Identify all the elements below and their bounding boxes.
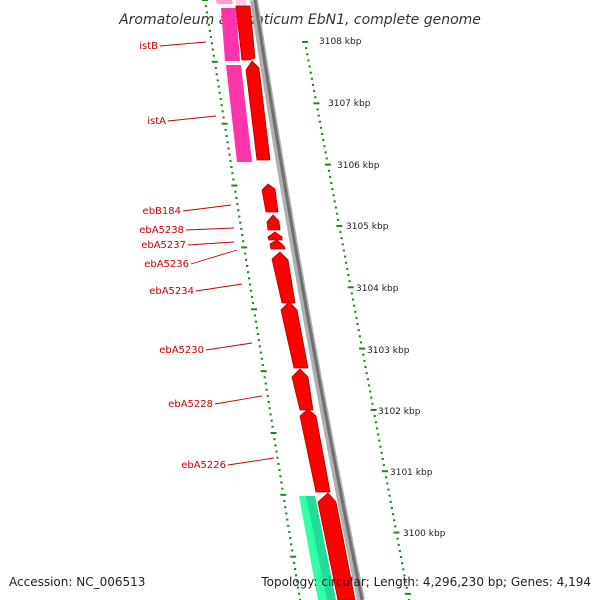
scale-label-3101: 3101 kbp bbox=[390, 468, 433, 478]
inner-scale-ticks bbox=[202, 0, 302, 600]
cds-ebA5226[interactable] bbox=[299, 408, 331, 493]
cds-ebA5234[interactable] bbox=[271, 251, 296, 304]
scale-label-3105: 3105 kbp bbox=[346, 222, 389, 232]
cds-ebA5238[interactable] bbox=[266, 214, 281, 231]
gene-label-ebA5226[interactable]: ebA5226 bbox=[181, 460, 226, 471]
cds-ebA5230[interactable] bbox=[280, 301, 309, 369]
scale-label-3102: 3102 kbp bbox=[378, 407, 421, 417]
accession-text: Accession: NC_006513 bbox=[9, 575, 145, 589]
scale-label-3106: 3106 kbp bbox=[337, 161, 380, 171]
scale-label-3107: 3107 kbp bbox=[328, 99, 371, 109]
leader-ebA5230 bbox=[205, 342, 253, 351]
genome-summary-text: Topology: circular; Length: 4,296,230 bp… bbox=[260, 575, 591, 589]
cds-ebA5237[interactable] bbox=[267, 231, 283, 241]
gene-label-ebA5228[interactable]: ebA5228 bbox=[168, 399, 213, 410]
backbone-line bbox=[253, 0, 364, 600]
gene-label-ebB184[interactable]: ebB184 bbox=[143, 206, 181, 217]
mobile-element-cap bbox=[236, 0, 246, 8]
leader-ebA5237 bbox=[187, 241, 235, 246]
gene-label-ebA5238[interactable]: ebA5238 bbox=[139, 225, 184, 236]
map-title: Aromatoleum aromaticum EbN1, complete ge… bbox=[118, 12, 481, 28]
leader-ebA5238 bbox=[185, 227, 235, 231]
leader-ebA5236 bbox=[190, 249, 238, 265]
cds-ebA5236[interactable] bbox=[269, 239, 286, 250]
rna-feature-shade bbox=[306, 496, 336, 600]
cds-ebB184[interactable] bbox=[261, 183, 279, 213]
scale-label-3108: 3108 kbp bbox=[319, 37, 362, 47]
gene-label-group: istB istA ebB184 ebA5238 ebA5237 ebA5236… bbox=[139, 41, 275, 471]
mobile-element-istA[interactable] bbox=[226, 65, 252, 162]
leader-ebA5234 bbox=[195, 283, 243, 292]
leader-ebA5226 bbox=[227, 457, 275, 466]
leader-ebB184 bbox=[182, 204, 232, 212]
leader-ebA5228 bbox=[214, 395, 263, 405]
gene-label-ebA5237[interactable]: ebA5237 bbox=[141, 240, 186, 251]
gene-label-istB[interactable]: istB bbox=[139, 41, 158, 52]
gene-label-ebA5236[interactable]: ebA5236 bbox=[144, 259, 189, 270]
scale-label-3100: 3100 kbp bbox=[403, 529, 446, 539]
outer-scale-ticks bbox=[302, 41, 411, 600]
cds-ebA5228[interactable] bbox=[291, 368, 314, 411]
cds-istB[interactable] bbox=[235, 5, 256, 61]
mobile-element-istB[interactable] bbox=[221, 8, 240, 61]
gene-label-ebA5234[interactable]: ebA5234 bbox=[149, 286, 194, 297]
scale-label-3103: 3103 kbp bbox=[367, 346, 410, 356]
mobile-element-top[interactable] bbox=[216, 0, 233, 4]
leader-istA bbox=[167, 115, 217, 122]
leader-istB bbox=[159, 41, 207, 47]
scale-label-3104: 3104 kbp bbox=[356, 284, 399, 294]
cds-istA[interactable] bbox=[245, 60, 271, 161]
scale-label-group: 3108 kbp 3107 kbp 3106 kbp 3105 kbp 3104… bbox=[319, 37, 446, 539]
gene-label-ebA5230[interactable]: ebA5230 bbox=[159, 345, 204, 356]
cds-bottom[interactable] bbox=[317, 492, 356, 600]
gene-label-istA[interactable]: istA bbox=[147, 116, 166, 127]
